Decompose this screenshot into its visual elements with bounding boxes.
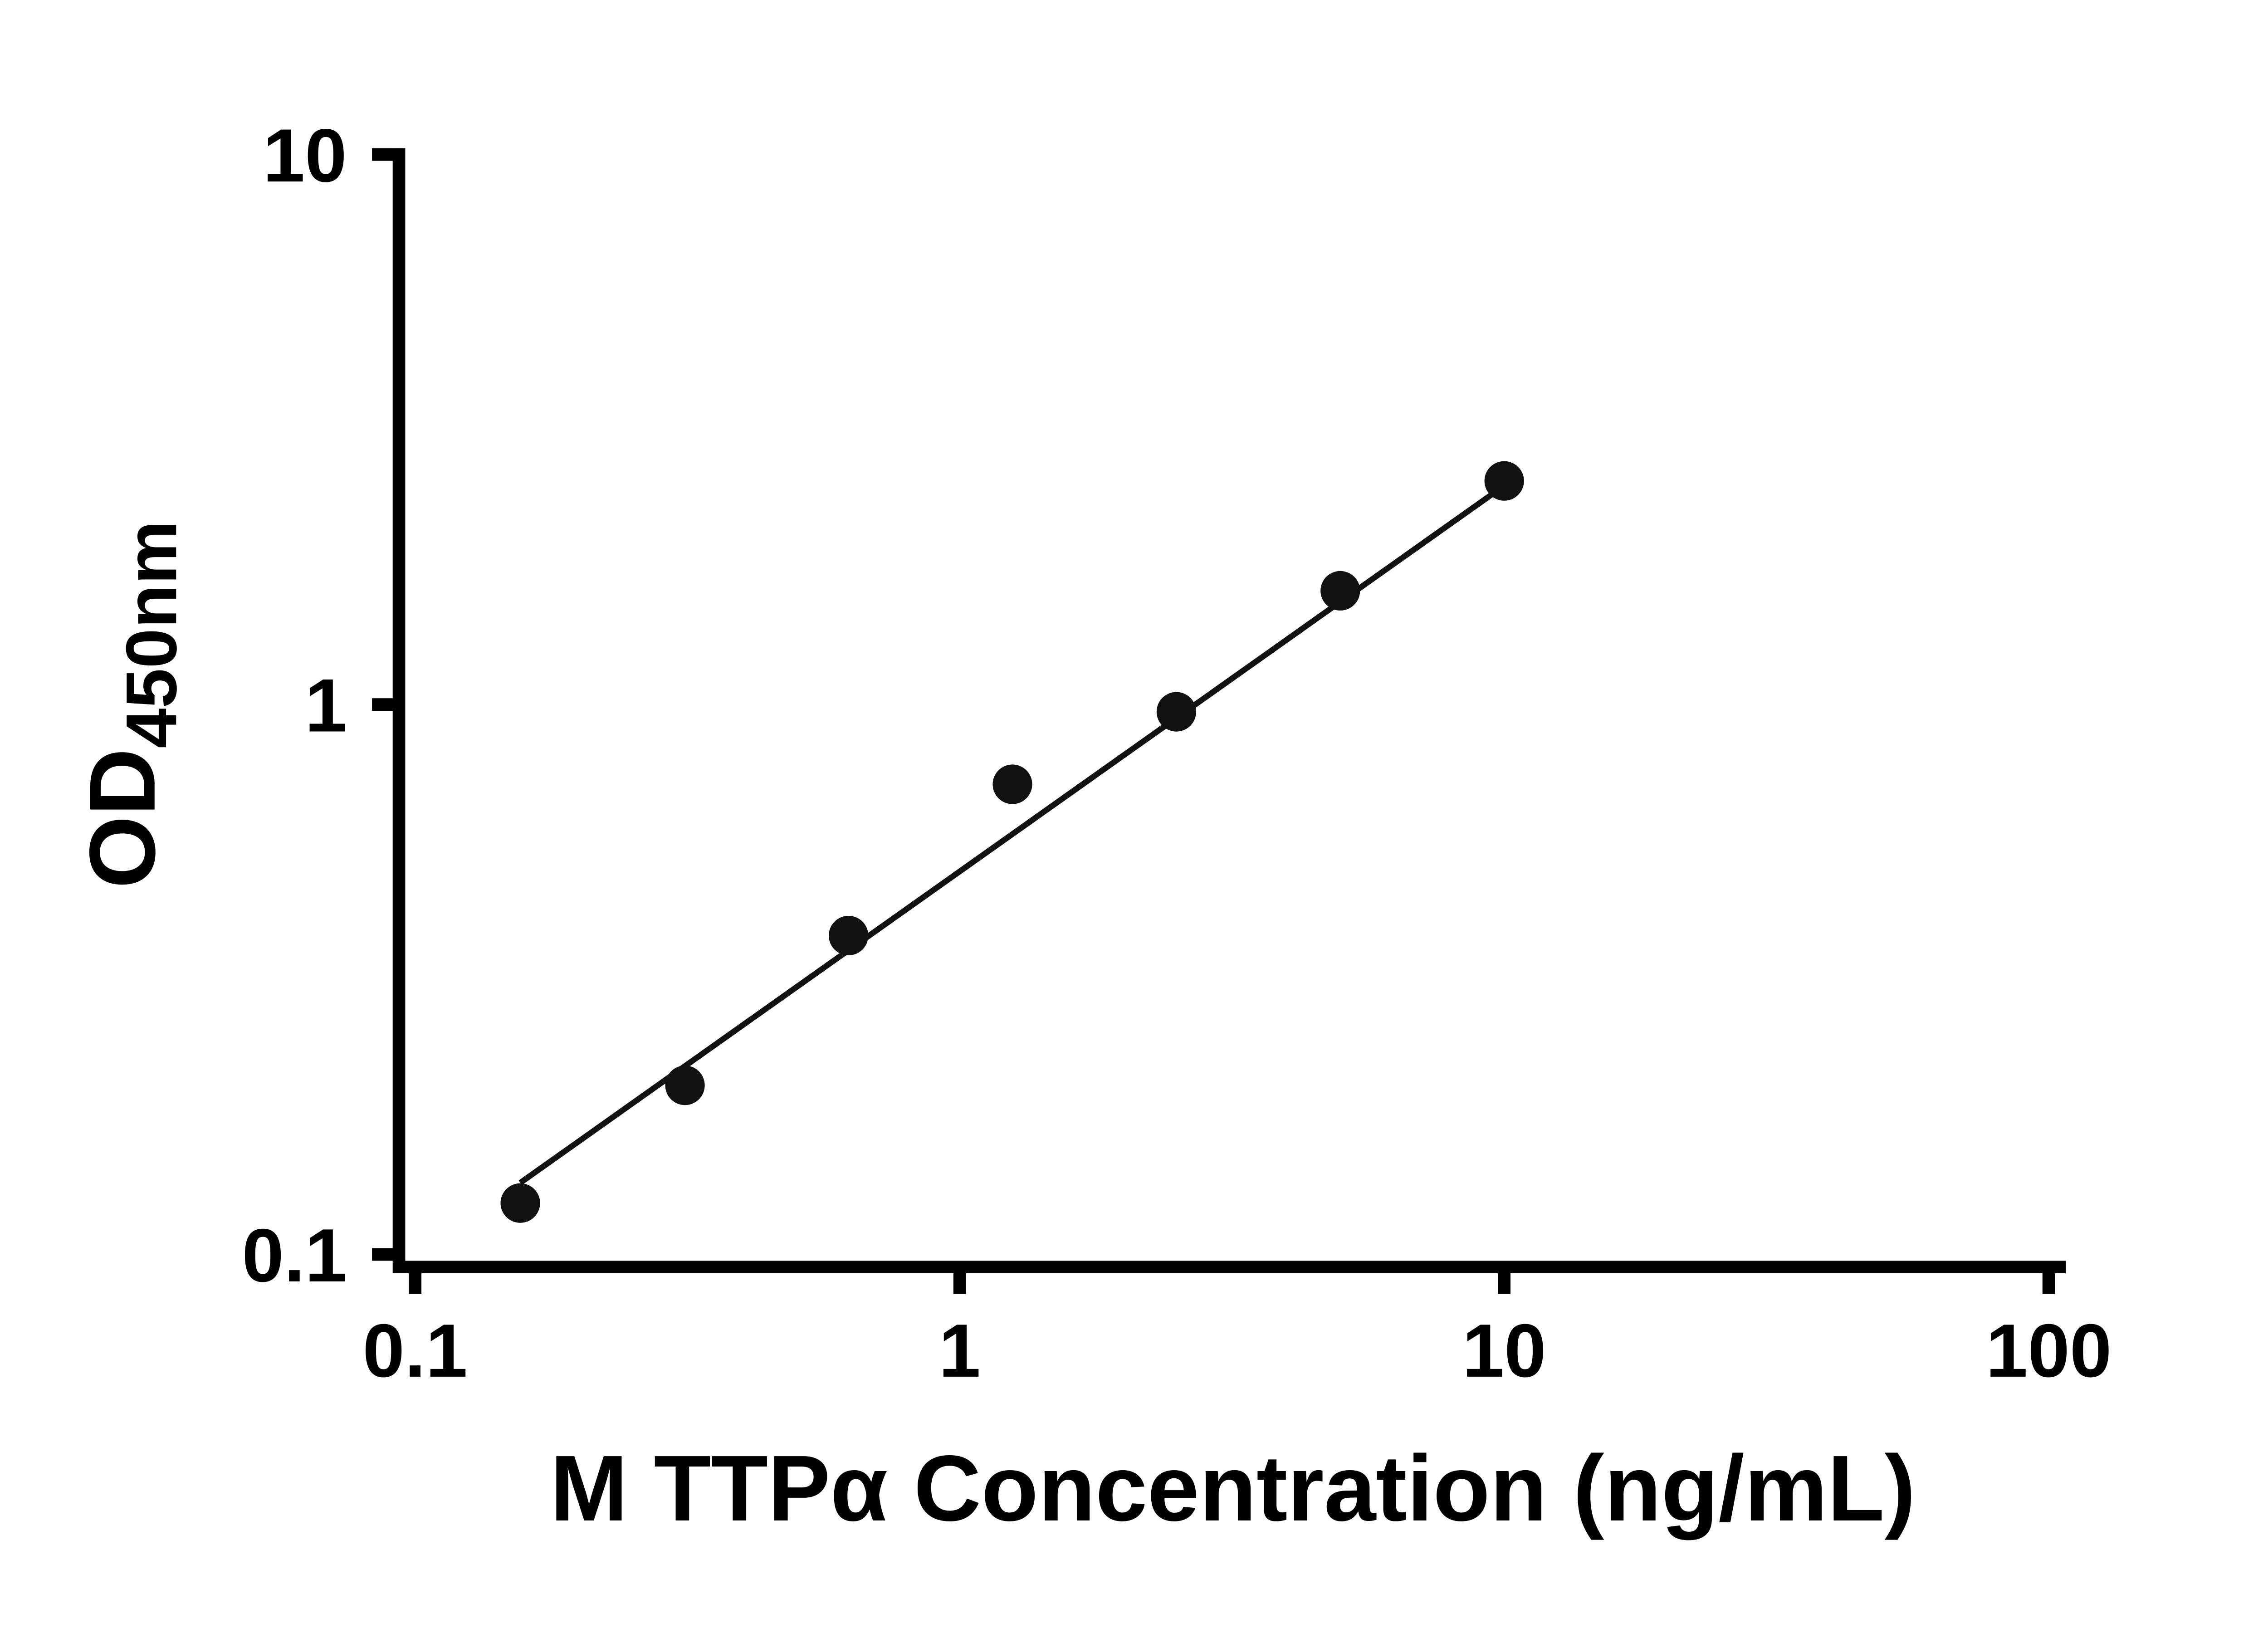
x-tick-label: 1 bbox=[938, 1309, 981, 1393]
data-point bbox=[1156, 692, 1196, 732]
data-point bbox=[992, 764, 1032, 804]
x-axis-label: M TTPα Concentration (ng/mL) bbox=[550, 1436, 1916, 1540]
data-point bbox=[829, 915, 869, 956]
y-tick-label: 10 bbox=[263, 113, 347, 198]
y-axis-label: OD450nm bbox=[70, 521, 192, 889]
axes bbox=[392, 148, 2066, 1274]
data-point bbox=[1320, 571, 1360, 611]
data-point bbox=[500, 1183, 540, 1223]
x-tick-label: 100 bbox=[1986, 1309, 2112, 1393]
x-tick-label: 0.1 bbox=[363, 1309, 468, 1393]
y-axis-label-main: OD bbox=[70, 748, 175, 889]
y-axis-label-subscript: 450nm bbox=[111, 521, 191, 748]
y-tick-label: 1 bbox=[305, 664, 347, 748]
x-tick-label: 10 bbox=[1462, 1309, 1546, 1393]
data-point bbox=[665, 1066, 705, 1105]
plot-area: 0.1 1 10 100 0.1 1 10 bbox=[242, 113, 2112, 1393]
y-tick-label: 0.1 bbox=[242, 1213, 347, 1298]
data-point bbox=[1484, 461, 1524, 501]
